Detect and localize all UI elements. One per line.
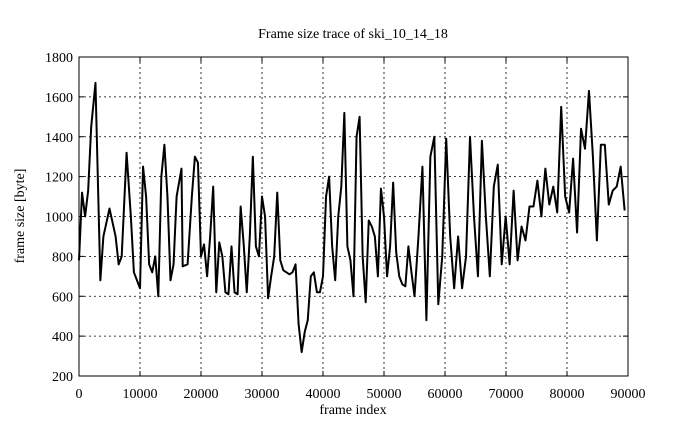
y-tick-label: 1600 [45, 91, 73, 106]
x-tick-label: 50000 [367, 387, 402, 402]
y-tick-label: 200 [52, 370, 73, 385]
y-tick-label: 1800 [45, 51, 73, 66]
y-tick-label: 800 [52, 250, 73, 265]
x-tick-label: 70000 [489, 387, 524, 402]
y-axis-label: frame size [byte] [13, 169, 28, 264]
x-tick-label: 40000 [306, 387, 341, 402]
y-tick-label: 400 [52, 330, 73, 345]
x-tick-label: 0 [76, 387, 83, 402]
data-line [78, 81, 626, 354]
x-tick-label: 10000 [123, 387, 158, 402]
y-tick-label: 600 [52, 290, 73, 305]
chart-title: Frame size trace of ski_10_14_18 [258, 27, 448, 42]
x-tick-label: 60000 [428, 387, 463, 402]
x-tick-label: 90000 [611, 387, 646, 402]
x-tick-label: 30000 [245, 387, 280, 402]
x-tick-label: 20000 [184, 387, 219, 402]
x-axis-label: frame index [319, 403, 386, 418]
y-tick-label: 1200 [45, 171, 73, 186]
x-tick-label: 80000 [550, 387, 585, 402]
y-tick-label: 1000 [45, 211, 73, 226]
y-tick-label: 1400 [45, 131, 73, 146]
